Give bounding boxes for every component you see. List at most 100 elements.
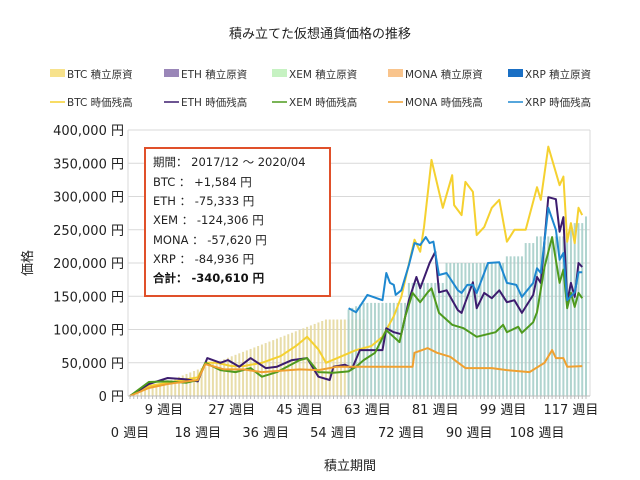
investment-bar: [238, 353, 241, 396]
investment-bar: [193, 370, 196, 396]
investment-bar: [249, 348, 252, 396]
value-line-mona: [129, 347, 583, 397]
x-tick-label: 72 週目: [378, 426, 425, 441]
legend-swatch: [164, 69, 179, 77]
investment-bar: [411, 282, 414, 396]
investment-bar: [558, 236, 561, 396]
legend-swatch: [50, 69, 65, 77]
investment-bar: [245, 350, 248, 396]
investment-bar: [502, 263, 505, 396]
investment-bar: [321, 320, 324, 396]
investment-bar: [223, 359, 226, 396]
investment-bar: [317, 322, 320, 396]
x-tick-label: 18 週目: [174, 426, 221, 441]
investment-bar: [177, 376, 180, 396]
investment-bar: [407, 282, 410, 396]
investment-bar: [475, 263, 478, 396]
x-tick-label: 117 週目: [543, 403, 598, 418]
investment-bar: [483, 263, 486, 396]
investment-bar: [456, 263, 459, 396]
chart-title: 積み立てた仮想通貨価格の推移: [229, 26, 411, 42]
investment-bar: [389, 302, 392, 396]
y-tick-label: 0 円: [99, 390, 124, 405]
investment-bar: [487, 263, 490, 396]
investment-bar: [520, 256, 523, 396]
line-series: [129, 145, 584, 397]
x-tick-label: 99 週目: [480, 403, 527, 418]
summary-xrp: XRP ： -84,936 円: [153, 252, 254, 266]
summary-eth: ETH ： -75,333 円: [153, 194, 254, 208]
investment-bar: [211, 363, 214, 396]
investment-bar: [294, 331, 297, 396]
investment-bar: [260, 344, 263, 396]
y-tick-label: 50,000 円: [61, 357, 124, 372]
investment-bar: [189, 372, 192, 396]
legend-label: XEM 時価残高: [289, 96, 357, 109]
x-tick-label: 27 週目: [208, 403, 255, 418]
investment-bar: [547, 236, 550, 396]
x-tick-label: 9 週目: [145, 403, 183, 418]
investment-bar: [226, 357, 229, 396]
investment-bar: [566, 236, 569, 396]
investment-bar: [400, 302, 403, 396]
investment-bar: [539, 236, 542, 396]
investment-bar: [479, 263, 482, 396]
investment-bar: [404, 302, 407, 396]
x-tick-label: 81 週目: [412, 403, 459, 418]
investment-bar: [268, 341, 271, 396]
investment-bar: [166, 381, 169, 396]
legend-label: XRP 積立原資: [525, 68, 591, 81]
investment-bar: [155, 385, 158, 396]
investment-bar: [419, 282, 422, 396]
y-tick-label: 200,000 円: [53, 257, 124, 272]
investment-bar: [200, 368, 203, 396]
summary-mona: MONA ： -57,620 円: [153, 233, 267, 247]
investment-bar: [536, 236, 539, 396]
y-tick-label: 300,000 円: [53, 191, 124, 206]
investment-bar: [324, 319, 327, 396]
investment-bar: [513, 256, 516, 396]
x-tick-label: 45 週目: [276, 403, 323, 418]
y-tick-label: 350,000 円: [53, 157, 124, 172]
investment-bar: [385, 302, 388, 396]
investment-bar: [279, 337, 282, 396]
investment-bar: [543, 236, 546, 396]
investment-bar: [343, 319, 346, 396]
investment-bar: [581, 223, 584, 396]
x-tick-label: 54 週目: [310, 426, 357, 441]
investment-bar: [230, 356, 233, 396]
y-tick-label: 150,000 円: [53, 290, 124, 305]
legend-label: XEM 積立原資: [289, 68, 357, 81]
investment-bar: [340, 319, 343, 396]
investment-bar: [215, 362, 218, 396]
x-tick-label: 0 週目: [111, 426, 149, 441]
summary-box: 期間： 2017/12 ～ 2020/04 BTC ： +1,584 円 ETH…: [144, 147, 331, 297]
x-tick-label: 36 週目: [242, 426, 289, 441]
investment-bar: [551, 236, 554, 396]
investment-bar: [569, 223, 572, 396]
investment-bar: [573, 223, 576, 396]
investment-bar: [415, 282, 418, 396]
value-line-xrp: [348, 206, 583, 314]
investment-bar: [554, 236, 557, 396]
x-tick-label: 63 週目: [344, 403, 391, 418]
y-tick-label: 250,000 円: [53, 224, 124, 239]
investment-bar: [453, 263, 456, 396]
investment-bar: [283, 335, 286, 396]
investment-bar: [208, 365, 211, 396]
investment-bar: [441, 282, 444, 396]
legend-label: MONA 時価残高: [405, 96, 483, 109]
x-axis-title: 積立期間: [324, 459, 376, 474]
legend-label: XRP 時価残高: [525, 96, 591, 109]
investment-bar: [471, 263, 474, 396]
investment-bar: [298, 329, 301, 396]
value-line-eth: [129, 196, 583, 397]
investment-bar: [264, 343, 267, 396]
legend-label: BTC 積立原資: [67, 68, 133, 81]
investment-bar: [430, 282, 433, 396]
investment-bar: [136, 393, 139, 396]
investment-bar: [528, 243, 531, 396]
legend: BTC 積立原資 ETH 積立原資 XEM 積立原資 MONA 積立原資 XRP 積立原…: [50, 68, 591, 109]
investment-bar: [585, 216, 587, 396]
